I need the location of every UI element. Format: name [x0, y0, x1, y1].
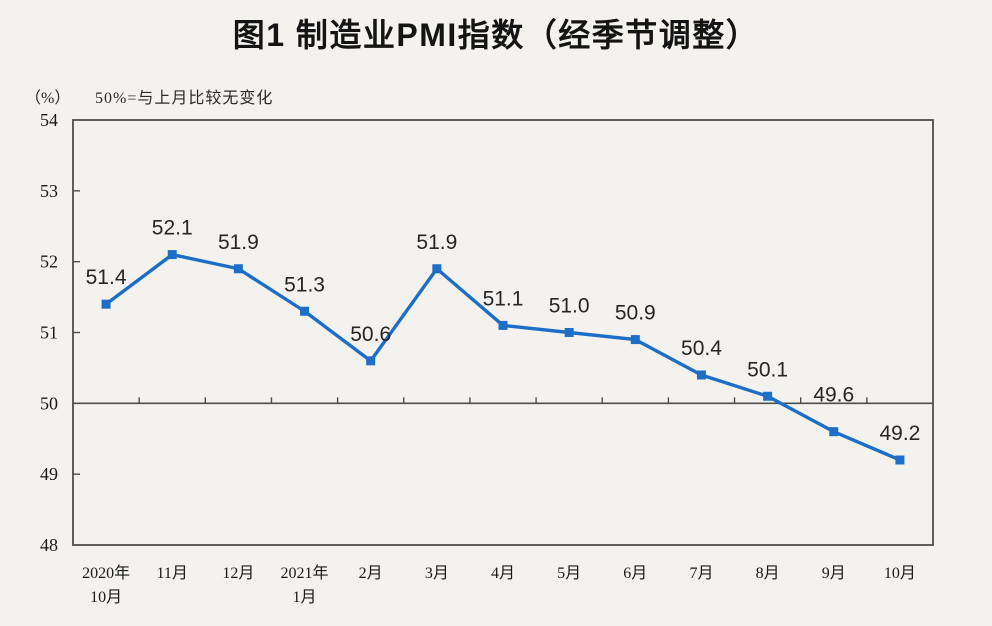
x-axis-label: 3月 — [425, 565, 449, 582]
data-label: 50.4 — [681, 337, 722, 360]
data-point-marker — [696, 370, 706, 380]
x-axis-label: 10月 — [884, 565, 916, 582]
data-label: 51.0 — [549, 295, 590, 318]
y-axis-label: 49 — [40, 464, 58, 484]
x-axis-label: 7月 — [689, 565, 713, 582]
y-axis-unit-label: （%） — [25, 90, 71, 107]
data-point-marker — [763, 391, 773, 401]
chart-title: 图1 制造业PMI指数（经季节调整） — [232, 17, 760, 53]
x-axis-label: 2020年 10月 — [82, 564, 130, 606]
x-axis-label: 5月 — [557, 565, 581, 582]
x-axis-label: 2021年 1月 — [281, 564, 329, 606]
data-point-marker — [233, 264, 243, 274]
data-point-marker — [101, 299, 111, 309]
data-label: 51.9 — [218, 231, 259, 254]
x-axis-label: 2月 — [359, 565, 383, 582]
x-axis-label: 4月 — [491, 565, 515, 582]
data-label: 51.1 — [483, 287, 524, 310]
y-axis-label: 51 — [40, 323, 58, 343]
x-axis-label: 6月 — [623, 565, 647, 582]
data-label: 49.2 — [879, 422, 920, 445]
x-axis-label: 9月 — [822, 565, 846, 582]
data-label: 51.9 — [416, 231, 457, 254]
data-point-marker — [895, 455, 905, 465]
y-axis-label: 50 — [40, 393, 58, 413]
x-axis-label: 8月 — [756, 565, 780, 582]
data-point-marker — [366, 356, 376, 366]
data-label: 51.3 — [284, 273, 325, 296]
x-axis-label: 12月 — [222, 565, 254, 582]
y-axis-label: 53 — [40, 181, 58, 201]
x-axis-label: 11月 — [157, 565, 188, 582]
data-label: 51.4 — [86, 266, 127, 289]
reference-line-note: 50%=与上月比较无变化 — [95, 90, 274, 107]
data-point-marker — [432, 264, 442, 274]
y-axis-label: 52 — [40, 252, 58, 272]
y-axis-label: 48 — [40, 535, 58, 555]
plot-border — [72, 119, 934, 546]
data-label: 50.1 — [747, 358, 788, 381]
data-label: 50.9 — [615, 302, 656, 325]
y-axis-label: 54 — [40, 110, 58, 130]
data-point-marker — [829, 427, 839, 437]
data-point-marker — [300, 306, 310, 316]
data-point-marker — [498, 320, 508, 330]
data-label: 52.1 — [152, 217, 193, 240]
data-label: 49.6 — [813, 384, 854, 407]
data-label: 50.6 — [350, 323, 391, 346]
data-point-marker — [564, 328, 574, 337]
data-point-marker — [630, 335, 640, 345]
data-point-marker — [167, 250, 177, 260]
